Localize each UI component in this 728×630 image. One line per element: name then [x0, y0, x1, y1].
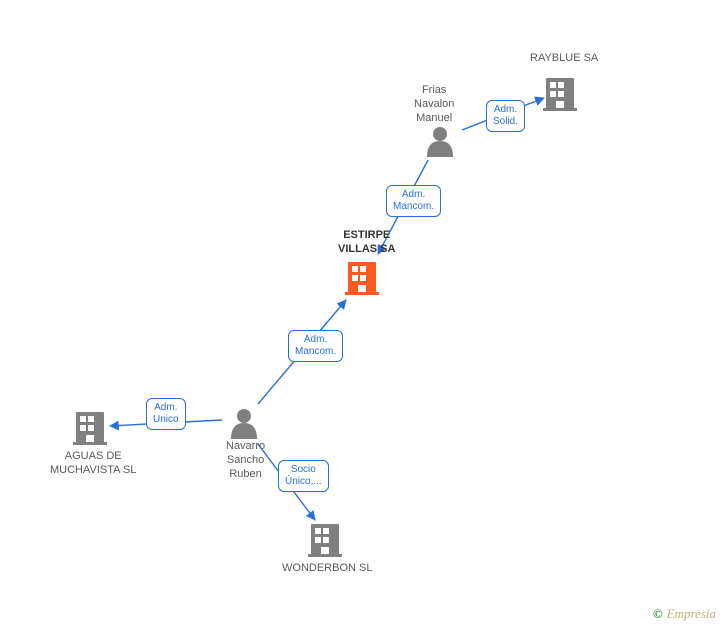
diagram-canvas — [0, 0, 728, 630]
node-label: ESTIRPE VILLAS SA — [338, 229, 395, 257]
building-icon[interactable] — [345, 262, 379, 295]
watermark: © Empresia — [653, 606, 716, 622]
node-label: AGUAS DE MUCHAVISTA SL — [50, 450, 136, 478]
building-icon[interactable] — [543, 78, 577, 111]
edge-label: Adm. Mancom. — [288, 330, 343, 362]
node-label: RAYBLUE SA — [530, 52, 598, 66]
edge-label: Adm. Mancom. — [386, 185, 441, 217]
node-label: WONDERBON SL — [282, 562, 372, 576]
edge-label: Adm. Solid. — [486, 100, 525, 132]
edge-label: Socio Único,... — [278, 460, 329, 492]
edge-label: Adm. Unico — [146, 398, 186, 430]
person-icon[interactable] — [427, 127, 453, 157]
node-label: Frias Navalon Manuel — [414, 84, 454, 125]
watermark-text: Empresia — [667, 606, 716, 621]
building-icon[interactable] — [308, 524, 342, 557]
node-label: Navarro Sancho Ruben — [226, 440, 265, 481]
copyright-symbol: © — [653, 606, 663, 621]
building-icon[interactable] — [73, 412, 107, 445]
person-icon[interactable] — [231, 409, 257, 439]
